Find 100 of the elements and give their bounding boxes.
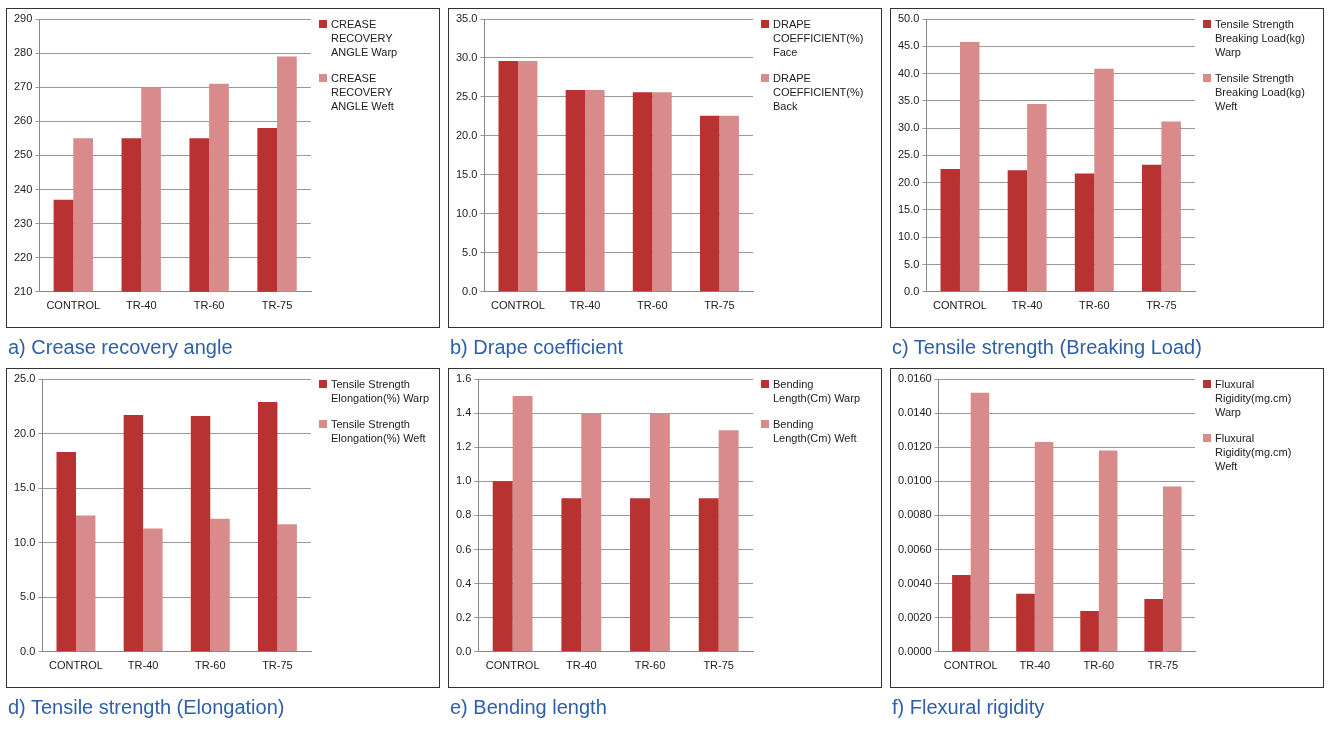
x-tick-label: CONTROL xyxy=(933,299,987,312)
y-tick-label: 25.0 xyxy=(13,372,36,385)
bar xyxy=(1141,164,1162,292)
legend-label: DRAPE COEFFICIENT(%) Face xyxy=(773,17,865,59)
x-tick-label: TR-40 xyxy=(1019,659,1051,672)
text: b) Drape coefficient xyxy=(449,335,625,360)
x-tick-label: TR-60 xyxy=(195,659,226,672)
y-tick-label: 20.0 xyxy=(455,128,478,141)
y-tick-label: 0.8 xyxy=(455,508,472,521)
bar xyxy=(190,416,211,652)
y-tick-label: 0.0000 xyxy=(897,644,932,657)
y-tick-label: 5.0 xyxy=(20,590,36,603)
x-tick-label: TR-60 xyxy=(637,299,668,312)
legend-label: CREASE RECOVERY ANGLE Weft xyxy=(331,71,395,113)
y-tick-label: 10.0 xyxy=(897,230,920,243)
y-tick-label: 30.0 xyxy=(897,121,920,134)
bar xyxy=(632,92,653,292)
y-tick-label: 25.0 xyxy=(455,89,478,102)
bar xyxy=(210,518,230,652)
bar xyxy=(75,515,96,652)
y-tick-label: 0.0120 xyxy=(897,440,932,453)
text: c) Tensile strength (Breaking Load) xyxy=(891,335,1203,360)
y-tick-label: 0.0 xyxy=(455,644,472,657)
y-tick-label: 220 xyxy=(13,250,33,263)
legend-label: Tensile Strength Elongation(%) Warp xyxy=(331,377,431,405)
text: f) Flexural rigidity xyxy=(891,695,1046,720)
y-tick-label: 45.0 xyxy=(897,39,920,52)
x-tick-label: CONTROL xyxy=(491,299,545,312)
bar xyxy=(959,41,980,292)
y-tick-label: 290 xyxy=(13,12,33,25)
x-tick-label: CONTROL xyxy=(943,659,998,672)
legend-label: CREASE RECOVERY ANGLE Warp xyxy=(331,17,399,59)
y-tick-label: 0.4 xyxy=(455,576,472,589)
y-tick-label: 25.0 xyxy=(897,148,920,161)
x-tick-label: TR-40 xyxy=(125,299,157,312)
x-tick-label: TR-75 xyxy=(1146,299,1177,312)
legend-label: Tensile Strength Breaking Load(kg) Weft xyxy=(1215,71,1306,113)
y-tick-label: 0.0060 xyxy=(897,542,932,555)
y-tick-label: 5.0 xyxy=(462,245,478,258)
bar xyxy=(1016,593,1035,652)
y-tick-label: 0.0100 xyxy=(897,474,932,487)
bar xyxy=(630,498,650,652)
y-tick-label: 240 xyxy=(13,182,33,195)
bar xyxy=(1162,486,1182,652)
x-tick-label: TR-75 xyxy=(262,659,293,672)
x-tick-label: TR-75 xyxy=(704,299,735,312)
text: d) Tensile strength (Elongation) xyxy=(7,695,286,720)
y-tick-label: 15.0 xyxy=(897,202,920,215)
y-tick-label: 0.0040 xyxy=(897,576,932,589)
y-tick-label: 35.0 xyxy=(455,12,478,25)
legend-label: Fluxural Rigidity(mg.cm) Weft xyxy=(1215,431,1293,473)
y-tick-label: 230 xyxy=(13,216,33,229)
bar xyxy=(718,430,739,652)
bar xyxy=(512,396,533,652)
y-tick-label: 5.0 xyxy=(904,257,920,270)
bar xyxy=(1080,610,1099,652)
y-tick-label: 10.0 xyxy=(13,535,36,548)
x-tick-label: CONTROL xyxy=(485,659,540,672)
x-tick-label: TR-60 xyxy=(1079,299,1110,312)
legend-label: Tensile Strength Breaking Load(kg) Warp xyxy=(1215,17,1306,59)
bar xyxy=(492,481,513,652)
bar xyxy=(1007,170,1028,292)
y-tick-label: 250 xyxy=(13,148,33,161)
bar xyxy=(699,115,720,292)
legend-label: Bending Length(Cm) Warp xyxy=(773,377,861,405)
x-tick-label: TR-40 xyxy=(127,659,159,672)
text: a) Crease recovery angle xyxy=(7,335,234,360)
y-tick-label: 0.0 xyxy=(20,644,36,657)
y-tick-label: 0.2 xyxy=(455,610,472,623)
y-tick-label: 0.0 xyxy=(462,284,478,297)
y-tick-label: 260 xyxy=(13,114,33,127)
x-tick-label: TR-60 xyxy=(193,299,225,312)
y-tick-label: 20.0 xyxy=(13,426,36,439)
y-tick-label: 35.0 xyxy=(897,93,920,106)
y-tick-label: 0.0140 xyxy=(897,406,932,419)
y-tick-label: 10.0 xyxy=(455,206,478,219)
x-tick-label: TR-60 xyxy=(1083,659,1115,672)
bar xyxy=(940,169,960,292)
x-tick-label: TR-40 xyxy=(566,659,597,672)
bar xyxy=(498,61,518,292)
y-tick-label: 0.0020 xyxy=(897,610,932,623)
y-tick-label: 1.4 xyxy=(455,406,472,419)
x-tick-label: TR-40 xyxy=(569,299,601,312)
y-tick-label: 1.0 xyxy=(455,474,472,487)
x-tick-label: TR-75 xyxy=(703,659,734,672)
bar xyxy=(1161,121,1181,292)
bar xyxy=(698,498,719,652)
bar xyxy=(1094,68,1114,292)
x-tick-label: TR-75 xyxy=(1147,659,1179,672)
legend-label: DRAPE COEFFICIENT(%) Back xyxy=(773,71,865,113)
bar xyxy=(143,528,163,652)
bar xyxy=(970,392,990,652)
bar xyxy=(719,115,739,292)
y-tick-label: 0.0080 xyxy=(897,508,932,521)
bar xyxy=(257,401,278,652)
x-tick-label: TR-75 xyxy=(261,299,293,312)
bar xyxy=(565,89,586,292)
bar xyxy=(277,524,297,652)
bar xyxy=(1098,450,1118,652)
bar xyxy=(56,452,76,652)
